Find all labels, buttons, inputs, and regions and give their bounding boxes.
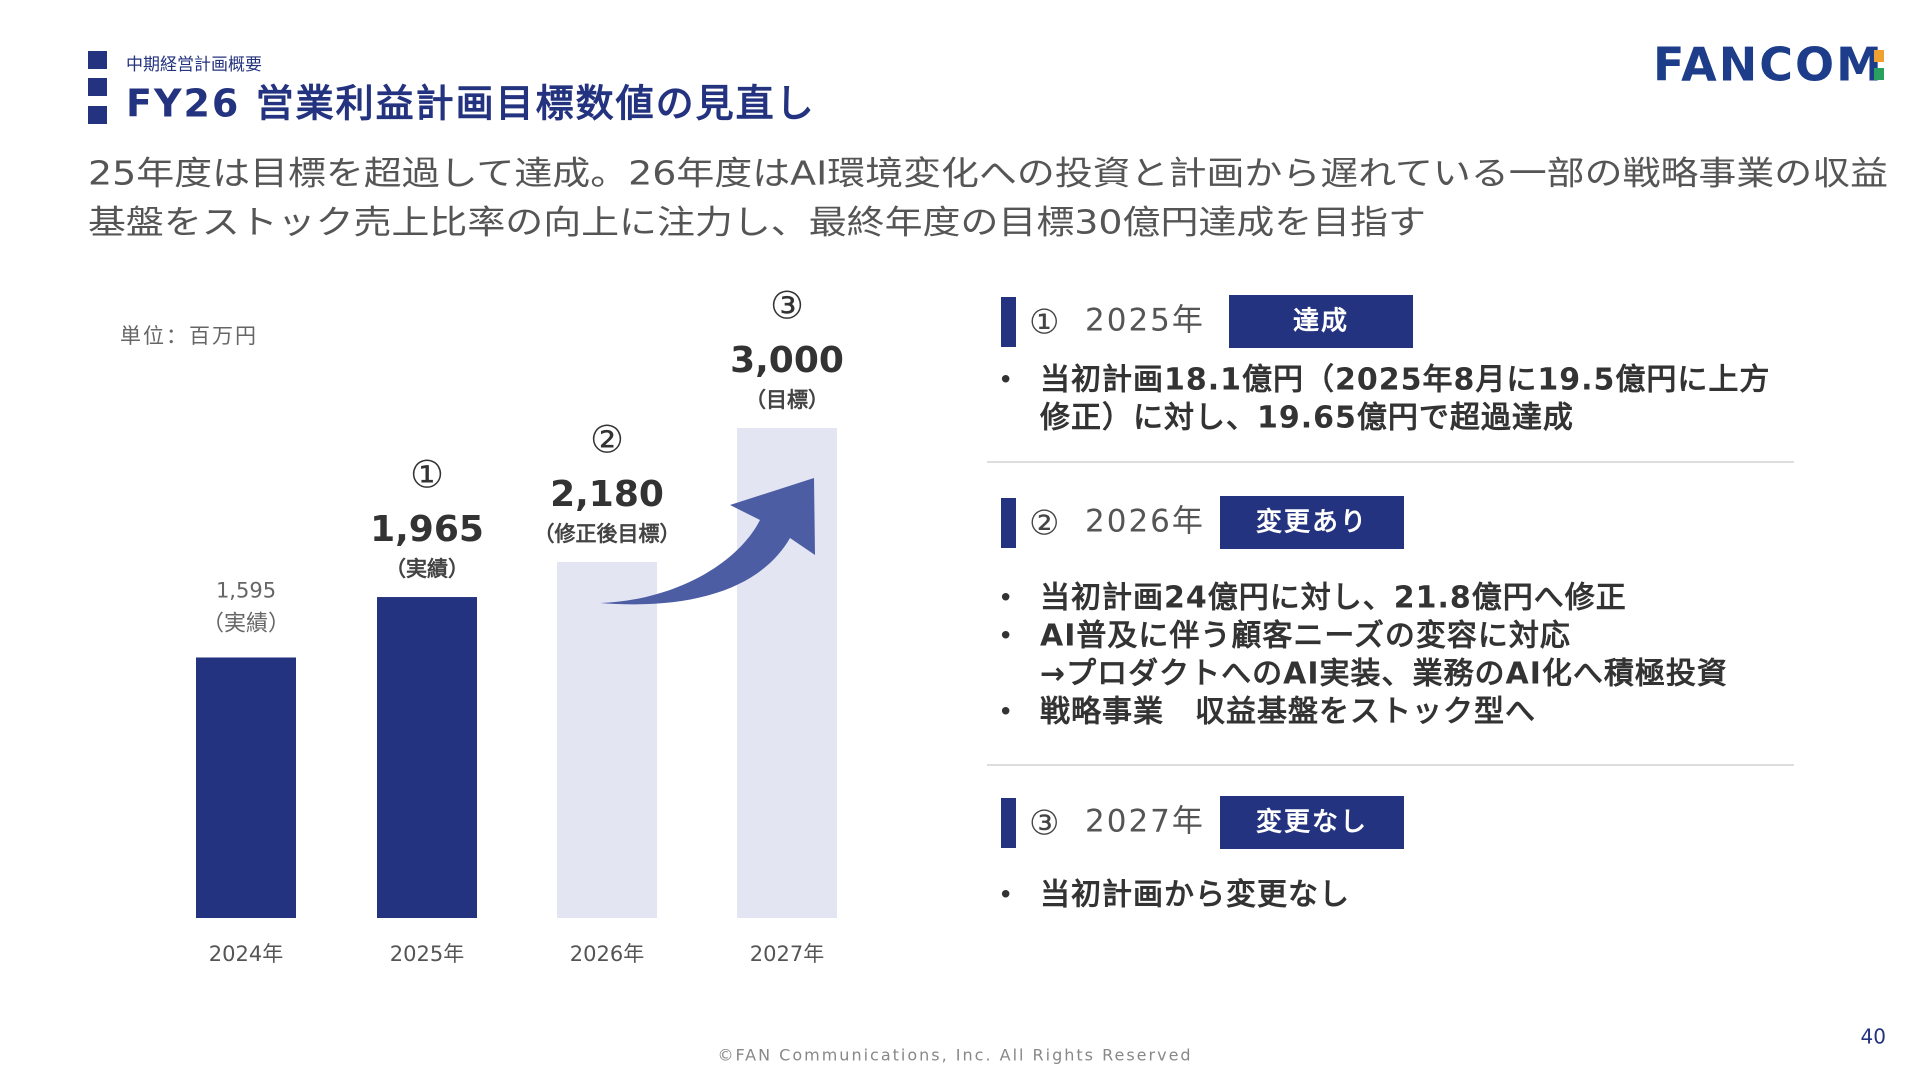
bar: [557, 561, 657, 918]
growth-arrow: [600, 478, 815, 605]
x-tick-label: 2027年: [750, 942, 824, 966]
bullet-dot: •: [998, 881, 1013, 911]
value-note: （修正後目標）: [534, 522, 681, 546]
logo: FANCOM: [1653, 38, 1884, 92]
section-year: 2027年: [1085, 804, 1205, 840]
section-bar: [1001, 498, 1016, 548]
step-marker: ②: [590, 417, 624, 461]
bullet-text: →プロダクトへのAI実装、業務のAI化へ積極投資: [1040, 657, 1728, 692]
page-number: 40: [1861, 1025, 1886, 1049]
bullet-dot: •: [998, 584, 1013, 614]
bullet-text: AI普及に伴う顧客ニーズの変容に対応: [1040, 619, 1571, 654]
header-square: [88, 51, 107, 69]
bullet-text: 戦略事業 収益基盤をストック型へ: [1040, 695, 1536, 730]
status-badge-text: 変更なし: [1256, 807, 1368, 838]
value-label: 2,180: [550, 474, 664, 515]
bullet-text: 当初計画18.1億円（2025年8月に19.5億円に上方: [1040, 363, 1770, 398]
summary-panel: ① 2025年 達成 • 当初計画18.1億円（2025年8月に19.5億円に上方修正）…: [987, 295, 1794, 913]
section-bar: [1001, 798, 1016, 848]
section-year: 2026年: [1085, 504, 1205, 540]
x-tick-label: 2024年: [209, 942, 283, 966]
header-square: [88, 106, 107, 124]
bar: [196, 657, 296, 918]
status-badge: [1229, 295, 1413, 348]
bullet-dot: •: [998, 698, 1013, 728]
step-marker: ①: [410, 453, 444, 497]
logo-mark: [1874, 68, 1884, 80]
bullet-dot: •: [998, 366, 1013, 396]
section-marker: ③: [1029, 804, 1059, 844]
header-square: [88, 78, 107, 96]
section-label: 中期経営計画概要: [126, 55, 262, 75]
bar: [377, 597, 477, 918]
unit-label: 単位：百万円: [120, 324, 258, 348]
value-note: （実績）: [202, 611, 290, 636]
value-label: 1,595: [216, 578, 276, 602]
status-badge-text: 変更あり: [1256, 507, 1368, 538]
value-note: （実績）: [385, 557, 469, 581]
section-year: 2025年: [1085, 303, 1205, 339]
status-badge: [1220, 496, 1404, 549]
x-tick-label: 2025年: [390, 942, 464, 966]
section-marker: ②: [1029, 504, 1059, 544]
copyright: ©FAN Communications, Inc. All Rights Res…: [717, 1046, 1192, 1065]
chart: 2024年 1,595 （実績） 2025年 1,965 （実績） ① 2026年 2,180 （…: [196, 284, 844, 966]
x-tick-label: 2026年: [570, 942, 644, 966]
bullet-text: 当初計画から変更なし: [1040, 878, 1350, 913]
logo-mark: [1874, 50, 1884, 62]
bullet-text: 当初計画24億円に対し、21.8億円へ修正: [1040, 581, 1627, 616]
bullet-text: 修正）に対し、19.65億円で超過達成: [1039, 401, 1574, 436]
step-marker: ③: [770, 284, 804, 328]
value-label: 1,965: [370, 509, 484, 550]
status-badge-text: 達成: [1293, 307, 1349, 337]
value-label: 3,000: [730, 340, 844, 381]
bullet-dot: •: [998, 622, 1013, 652]
value-note: （目標）: [745, 388, 829, 412]
lead-text: 25年度は目標を超過して達成。26年度はAI環境変化への投資と計画から遅れている…: [88, 154, 1888, 193]
lead-text: 基盤をストック売上比率の向上に注力し、最終年度の目標30億円達成を目指す: [88, 203, 1426, 242]
section-bar: [1001, 297, 1016, 347]
slide-title: FY26 営業利益計画目標数値の見直し: [126, 82, 816, 126]
section-marker: ①: [1029, 303, 1059, 343]
status-badge: [1220, 796, 1404, 849]
